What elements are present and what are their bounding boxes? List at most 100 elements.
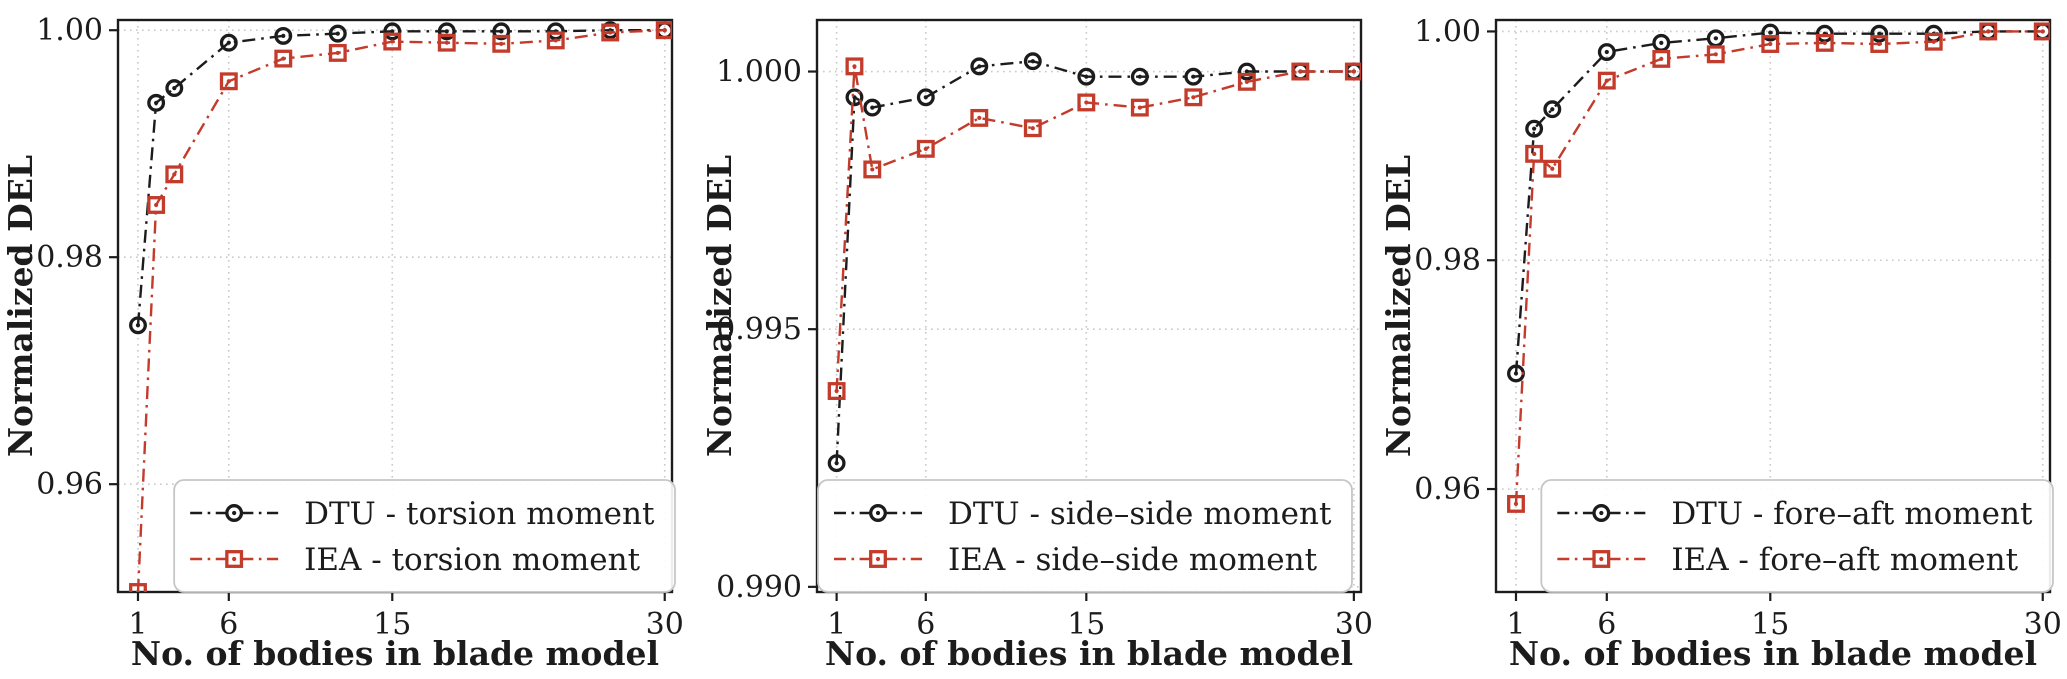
series-iea — [1507, 22, 2050, 513]
data-point-marker — [328, 24, 347, 43]
data-point-marker — [383, 32, 402, 51]
y-tick-label: 0.990 — [716, 570, 802, 605]
data-point-marker — [1291, 62, 1310, 81]
data-point-marker — [1237, 72, 1256, 91]
chart-panel-side-side-moment: 1 6 15 30 0.990 0.995 1.000 No. of bodies in bl… — [689, 0, 1378, 679]
x-tick-label: 6 — [1597, 607, 1616, 642]
x-tick-label: 6 — [916, 607, 935, 642]
data-point-marker — [916, 139, 935, 158]
y-tick-label: 0.995 — [716, 312, 802, 347]
legend-entry-label: IEA - fore–aft moment — [1671, 542, 2018, 578]
data-point-marker — [492, 22, 511, 41]
x-tick-label: 15 — [1751, 607, 1789, 642]
data-point-marker — [129, 583, 147, 592]
data-point-marker — [1815, 33, 1834, 52]
legend-box — [1540, 479, 2054, 593]
data-point-marker — [827, 382, 846, 400]
data-point-marker — [1597, 43, 1616, 61]
data-point-marker — [655, 21, 672, 40]
y-tick-label: 0.96 — [1414, 472, 1481, 507]
y-tick-label: 1.00 — [1414, 14, 1481, 49]
data-point-marker — [863, 160, 882, 179]
data-point-marker — [863, 98, 882, 117]
series-dtu — [1507, 22, 2050, 383]
x-axis-label: No. of bodies in blade model — [1509, 634, 2037, 673]
data-point-marker — [274, 26, 293, 45]
x-tick-label: 30 — [1335, 607, 1373, 642]
data-point-marker — [1870, 24, 1889, 43]
data-point-marker — [1023, 52, 1042, 71]
data-point-marker — [546, 31, 565, 50]
data-point-marker — [1507, 494, 1525, 513]
x-axis-label: No. of bodies in blade model — [131, 634, 659, 673]
chart-panel-torsion-moment: 1 6 15 30 0.96 0.98 1.00 No. of bodies in blade… — [0, 0, 689, 679]
x-tick-label: 1 — [827, 607, 846, 642]
legend-entry-label: DTU - torsion moment — [304, 496, 655, 532]
chart-panel-fore-aft-moment: 1 6 15 30 0.96 0.98 1.00 No. of bodies in blade… — [1378, 0, 2067, 679]
data-point-marker — [1592, 550, 1611, 568]
data-point-marker — [2033, 22, 2050, 41]
y-tick-label: 1.000 — [716, 55, 802, 90]
data-point-marker — [1543, 100, 1562, 119]
data-point-marker — [1077, 93, 1096, 112]
data-point-marker — [1130, 67, 1149, 86]
data-point-marker — [328, 43, 347, 62]
axis-ticks: 1 6 15 30 0.96 0.98 1.00 — [36, 13, 684, 642]
legend: DTU - side–side moment IEA - side–side mo… — [817, 479, 1353, 593]
data-point-marker — [1543, 159, 1562, 178]
data-point-marker — [1525, 144, 1544, 163]
data-point-marker — [1979, 22, 1998, 41]
legend: DTU - torsion moment IEA - torsion moment — [173, 479, 676, 593]
data-point-marker — [869, 550, 887, 568]
y-tick-label: 0.98 — [1414, 243, 1481, 278]
series-iea — [129, 21, 672, 592]
data-point-marker — [1652, 49, 1671, 68]
data-point-marker — [1761, 35, 1780, 53]
x-axis-label: No. of bodies in blade model — [825, 634, 1353, 673]
data-point-marker — [1924, 32, 1943, 51]
data-point-marker — [601, 23, 620, 42]
y-axis-label: Normalized DEL — [1, 155, 40, 457]
data-point-marker — [827, 454, 846, 473]
series-dtu — [129, 21, 672, 335]
x-tick-label: 1 — [128, 607, 147, 642]
x-tick-label: 1 — [1506, 607, 1525, 642]
data-point-marker — [970, 57, 989, 76]
data-point-marker — [383, 22, 402, 41]
data-point-marker — [1592, 504, 1611, 522]
data-point-marker — [845, 57, 864, 76]
data-point-marker — [147, 196, 166, 214]
x-tick-label: 30 — [646, 607, 684, 642]
legend-box — [817, 479, 1353, 593]
plot-3: 1 6 15 30 0.96 0.98 1.00 No. of bodies in blade… — [1379, 14, 2062, 673]
data-point-marker — [916, 88, 935, 107]
data-point-marker — [437, 22, 456, 41]
legend-entry-label: DTU - side–side moment — [948, 496, 1332, 532]
x-tick-label: 15 — [1067, 607, 1105, 642]
plot-1: 1 6 15 30 0.96 0.98 1.00 No. of bodies in blade… — [1, 13, 684, 673]
x-tick-label: 6 — [219, 607, 238, 642]
axis-ticks: 1 6 15 30 0.990 0.995 1.000 — [716, 55, 1373, 642]
data-point-marker — [437, 33, 456, 52]
data-point-marker — [1597, 71, 1616, 90]
data-point-marker — [165, 165, 184, 184]
legend-entry-label: IEA - side–side moment — [948, 542, 1318, 578]
data-point-marker — [1870, 35, 1889, 53]
y-tick-label: 0.96 — [36, 467, 103, 502]
data-point-marker — [1706, 29, 1725, 48]
data-point-marker — [1652, 33, 1671, 52]
data-point-marker — [1706, 45, 1725, 64]
data-point-marker — [1023, 119, 1042, 138]
y-tick-label: 0.98 — [36, 240, 103, 275]
y-tick-label: 1.00 — [36, 13, 103, 48]
data-point-marker — [274, 49, 293, 68]
data-point-marker — [1130, 98, 1149, 117]
legend-box — [173, 479, 676, 593]
data-point-marker — [1184, 67, 1203, 86]
data-point-marker — [1525, 119, 1544, 138]
y-axis-label: Normalized DEL — [1379, 155, 1418, 457]
data-point-marker — [869, 504, 887, 522]
data-point-marker — [129, 316, 147, 335]
data-point-marker — [1761, 23, 1780, 42]
